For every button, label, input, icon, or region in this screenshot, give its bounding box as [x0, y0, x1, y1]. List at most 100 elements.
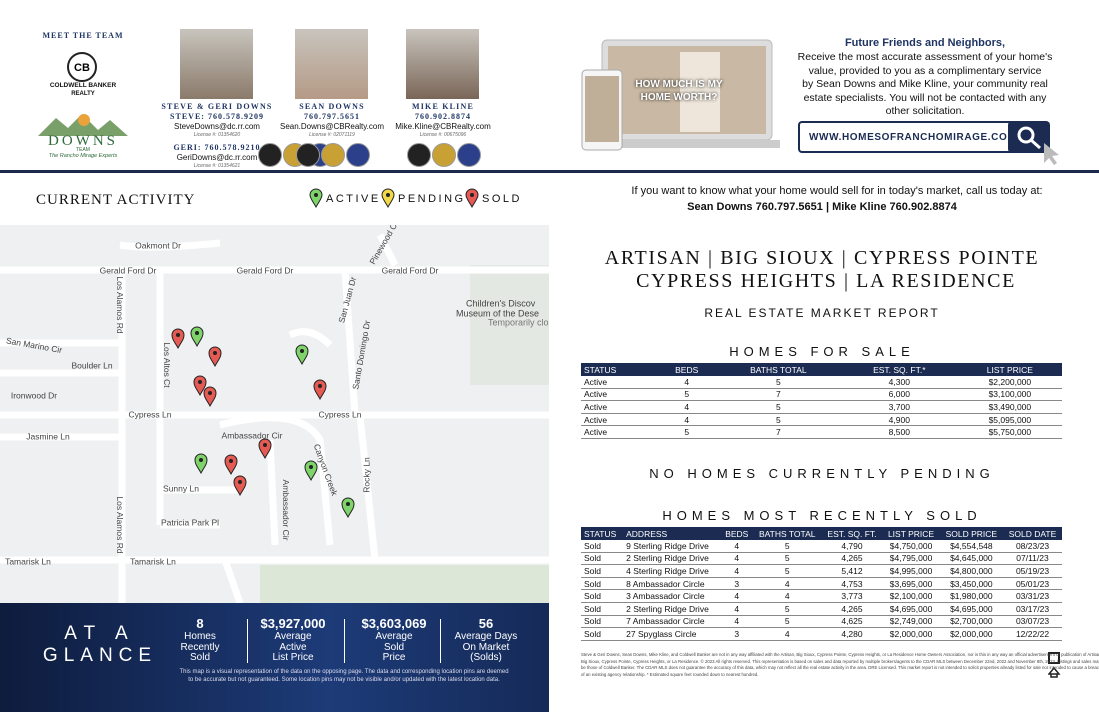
- column-header: EST. SQ. FT.: [821, 527, 883, 540]
- agent-name: STEVE & GERI DOWNS: [161, 102, 273, 111]
- disclaimer: This map is a visual representation of t…: [179, 669, 509, 675]
- cell: 5: [657, 425, 716, 439]
- cell: $2,000,000: [939, 627, 1003, 641]
- promo-image-text: HOW MUCH IS MY HOME WORTH?: [635, 79, 723, 103]
- agent-line: STEVE: 760.578.9209: [170, 112, 264, 121]
- for-sale-heading: HOMES FOR SALE: [729, 344, 915, 359]
- cell: $4,750,000: [882, 540, 940, 553]
- fine-print: of an existing agency relationship. * Es…: [581, 671, 759, 677]
- cell: Sold: [581, 602, 624, 616]
- disclaimer: to be accurate but not guaranteed. Some …: [188, 677, 500, 683]
- street-label: Los Alamos Rd: [115, 496, 125, 553]
- column-header: EST. SQ. FT.*: [840, 363, 958, 376]
- legend-pin: [381, 188, 395, 208]
- fine-print: be those of Coldwell Banker. The CDAR ML…: [581, 665, 1099, 670]
- cell: 4,753: [821, 577, 883, 591]
- glance-title: AT A: [64, 623, 136, 644]
- cell: 7: [715, 425, 841, 439]
- housing-icons: [1048, 652, 1061, 678]
- report-title: CYPRESS HEIGHTS | LA RESIDENCE: [636, 270, 1016, 292]
- row: Sold 7 Ambassador Circle 4 5 4,625 $2,749,000…: [581, 615, 1062, 629]
- cell: 5: [752, 615, 822, 629]
- fine-print: Big Sioux, Cypress Pointe, Cypress Heigh…: [581, 658, 1099, 664]
- stat-label: On Market: [462, 641, 510, 653]
- map-pin-dot: [176, 333, 180, 337]
- header-row: STATUS BEDS BATHS TOTAL EST. SQ. FT.* LIST P…: [581, 363, 1062, 376]
- brokerage-sub: REALTY: [71, 91, 95, 97]
- cell: Active: [581, 376, 658, 389]
- map-pin: [194, 453, 208, 475]
- badge: [407, 143, 431, 167]
- stat-label: Homes: [184, 631, 216, 642]
- cell: 5: [752, 540, 822, 553]
- cell: 5: [715, 400, 841, 414]
- report-subtitle: REAL ESTATE MARKET REPORT: [704, 306, 940, 320]
- street-label: Ironwood Dr: [11, 390, 57, 400]
- badge: [296, 143, 320, 167]
- row: Sold 8 Ambassador Circle 3 4 4,753 $3,695,000…: [581, 577, 1062, 591]
- cell: 7 Ambassador Circle: [623, 615, 721, 629]
- promo-heading: Future Friends and Neighbors,: [844, 37, 1006, 49]
- cell: 6,000: [840, 388, 958, 402]
- stat-label: Sold: [189, 652, 211, 663]
- agent-line: GERI: 760.578.9210: [173, 143, 261, 152]
- column-header: LIST PRICE: [957, 363, 1062, 376]
- cell: 8,500: [840, 425, 958, 439]
- cell: Sold: [581, 589, 624, 603]
- sold-heading: HOMES MOST RECENTLY SOLD: [662, 508, 982, 523]
- agent-line: Sean.Downs@CBRealty.com: [279, 122, 385, 131]
- stat-label: Active: [279, 641, 307, 653]
- agent-photo: [295, 29, 368, 99]
- row: Active 5 7 8,500 $5,750,000: [581, 425, 1062, 439]
- promo-body: Receive the most accurate assessment of …: [797, 51, 1053, 63]
- row: Active 4 5 3,700 $3,490,000: [581, 400, 1062, 414]
- cell: 5,412: [821, 564, 883, 578]
- badge: [321, 143, 345, 167]
- map-pin: [171, 328, 185, 350]
- stat-label: Recently: [180, 641, 220, 653]
- cell: 3: [720, 627, 753, 641]
- street-label: Los Altos Ct: [162, 342, 172, 388]
- cell: $4,995,000: [882, 564, 940, 578]
- stat-label: List Price: [272, 652, 314, 663]
- search-icon[interactable]: [1008, 121, 1062, 167]
- cell: 4: [657, 376, 716, 389]
- column-header: STATUS: [581, 527, 624, 540]
- glance-title: GLANCE: [42, 645, 158, 666]
- cell: $4,554,548: [939, 540, 1003, 553]
- column-header: BATHS TOTAL: [752, 527, 822, 540]
- cell: 4 Sterling Ridge Drive: [623, 564, 721, 578]
- street-label: Cypress Ln: [319, 409, 362, 419]
- map: Oakmont Dr Gerald Ford Dr Gerald Ford Dr Ge…: [0, 225, 549, 603]
- stat-label: Price: [382, 652, 406, 663]
- street-label: Gerald Ford Dr: [382, 265, 439, 275]
- cell: 4: [720, 615, 753, 629]
- cell: $2,200,000: [957, 376, 1062, 389]
- row: Active 4 5 4,900 $5,095,000: [581, 413, 1062, 427]
- promo-image: [581, 39, 780, 151]
- cell: 5: [752, 552, 822, 566]
- svg-text:CB: CB: [74, 62, 90, 74]
- cell: 4,900: [840, 413, 958, 427]
- report-title: ARTISAN | BIG SIOUX | CYPRESS POINTE: [604, 247, 1040, 269]
- street-label: Gerald Ford Dr: [237, 265, 294, 275]
- row: Sold 4 Sterling Ridge Drive 4 5 5,412 $4,995,…: [581, 564, 1062, 578]
- cell: 2 Sterling Ridge Drive: [623, 552, 721, 566]
- cell: Active: [581, 388, 658, 402]
- cell: 8 Ambassador Circle: [623, 577, 721, 591]
- stat-label: Sold: [383, 641, 405, 653]
- cell: 05/19/23: [1003, 564, 1062, 578]
- cell: 4,280: [821, 627, 883, 641]
- cell: 5: [752, 602, 822, 616]
- map-pin: [190, 326, 204, 348]
- cell: $3,490,000: [957, 400, 1062, 414]
- street-label: Gerald Ford Dr: [100, 265, 157, 275]
- stat-divider: [246, 619, 248, 663]
- cell: Active: [581, 425, 658, 439]
- agent-photo: [180, 29, 253, 99]
- row: Active 5 7 6,000 $3,100,000: [581, 388, 1062, 402]
- stat-value: $3,927,000: [260, 616, 326, 631]
- map-pin: [208, 346, 222, 368]
- url[interactable]: WWW.HOMESOFRANCHOMIRAGE.COM: [809, 132, 1017, 143]
